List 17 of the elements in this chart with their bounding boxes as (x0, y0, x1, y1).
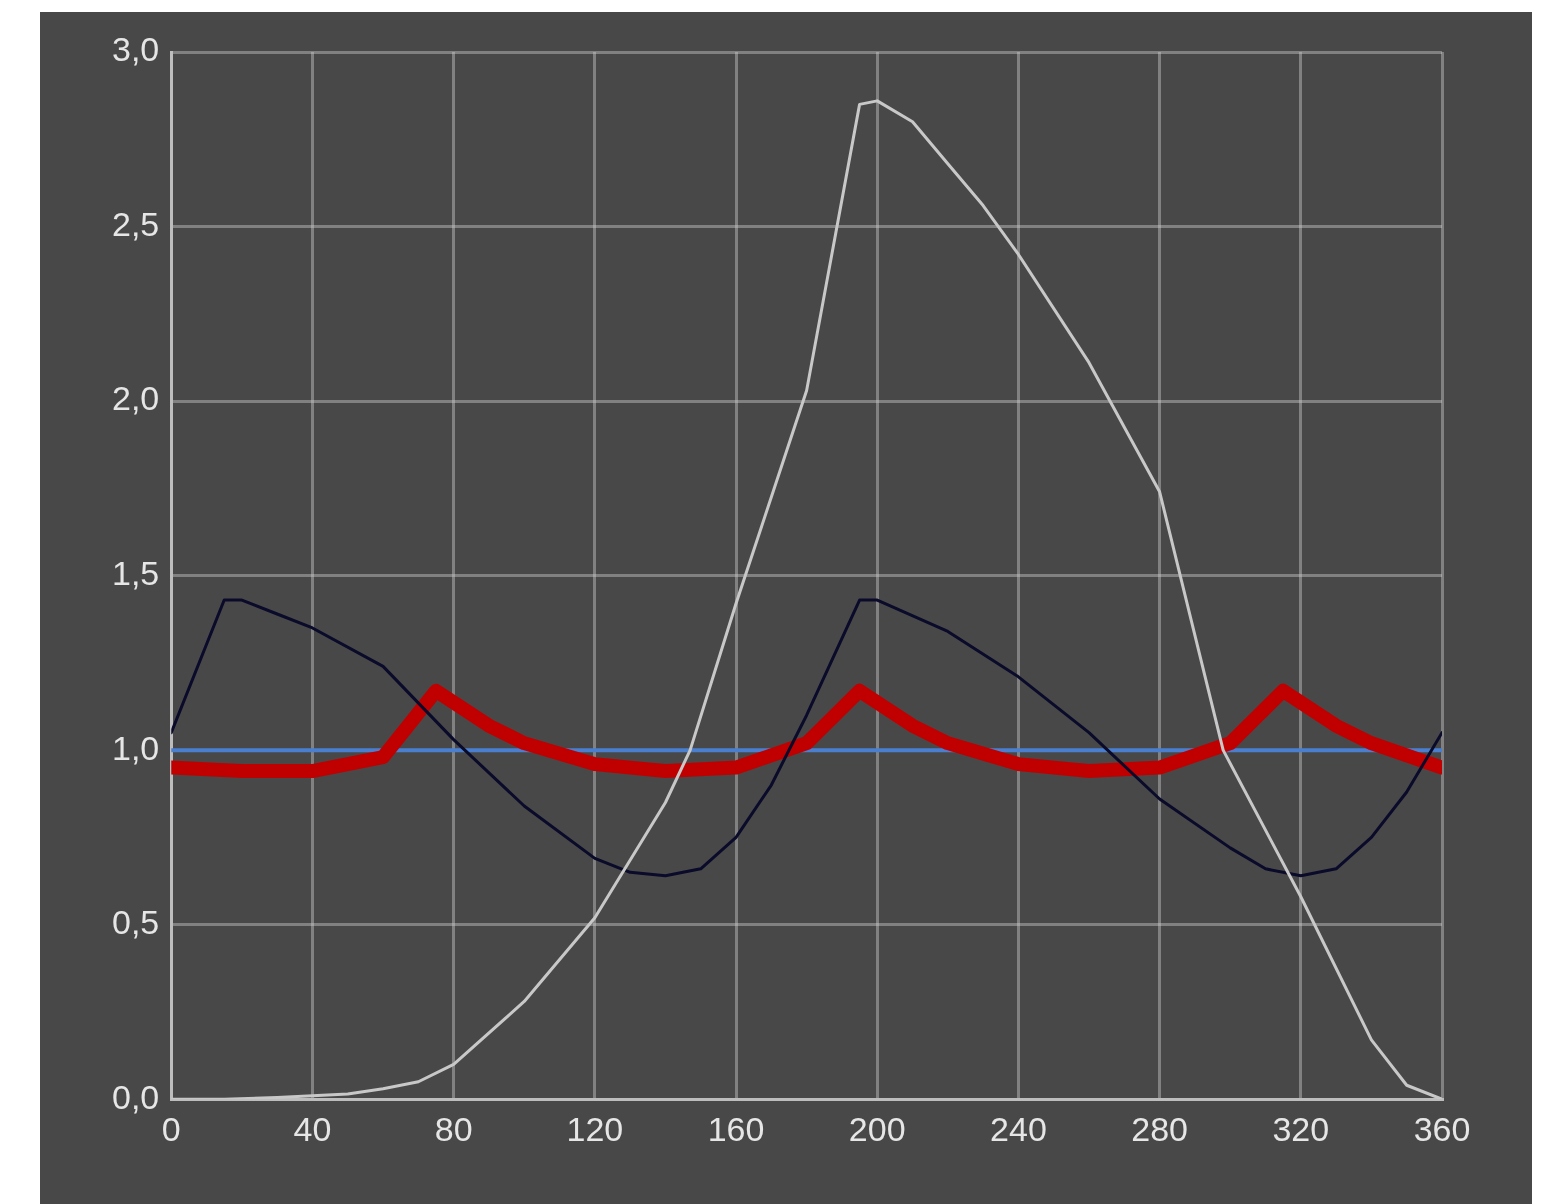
x-tick-label: 80 (434, 1109, 473, 1148)
y-tick-label: 1,5 (112, 553, 160, 592)
x-tick-label: 0 (161, 1109, 181, 1148)
y-tick-label: 2,5 (112, 204, 160, 243)
x-tick-label: 320 (1272, 1109, 1330, 1148)
x-tick-label: 360 (1413, 1109, 1471, 1148)
y-tick-label: 1,0 (112, 728, 160, 767)
y-tick-label: 0,5 (112, 903, 160, 942)
x-tick-label: 160 (707, 1109, 765, 1148)
x-tick-label: 240 (990, 1109, 1047, 1148)
x-tick-label: 120 (566, 1109, 624, 1148)
x-tick-label: 40 (293, 1109, 332, 1148)
y-tick-label: 3,0 (112, 30, 160, 69)
y-tick-label: 2,0 (112, 379, 160, 418)
x-tick-label: 280 (1131, 1109, 1188, 1148)
y-tick-label: 0,0 (112, 1077, 160, 1116)
x-tick-label: 200 (848, 1109, 906, 1148)
